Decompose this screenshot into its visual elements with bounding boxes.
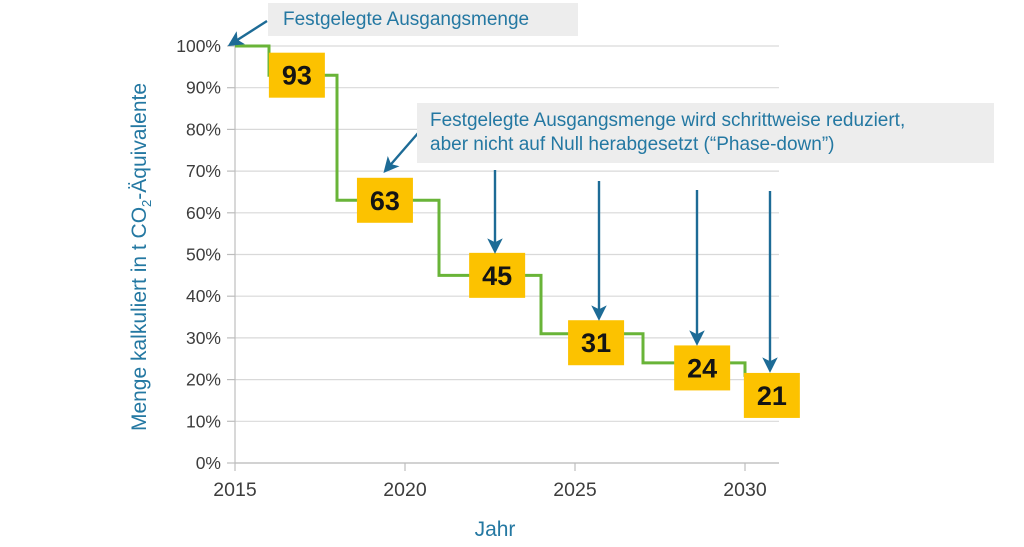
callout-starting-amount-text: Festgelegte Ausgangsmenge bbox=[283, 9, 530, 30]
x-tick-label: 2020 bbox=[383, 479, 427, 501]
x-tick-label: 2015 bbox=[213, 479, 257, 501]
y-tick-label: 60% bbox=[186, 203, 221, 223]
y-tick-label: 10% bbox=[186, 411, 221, 431]
value-box-31 bbox=[568, 320, 625, 366]
y-axis-title-subscript: 2 bbox=[139, 199, 155, 207]
value-box-93 bbox=[268, 52, 325, 98]
value-box-21 bbox=[743, 372, 800, 418]
callout-starting-amount: Festgelegte Ausgangsmenge bbox=[268, 3, 578, 36]
y-tick-label: 100% bbox=[176, 36, 221, 56]
y-tick-label: 20% bbox=[186, 370, 221, 390]
callout-phase-down-line1: Festgelegte Ausgangsmenge wird schrittwe… bbox=[430, 110, 906, 131]
y-tick-label: 80% bbox=[186, 119, 221, 139]
diagonal-arrow-1 bbox=[227, 19, 268, 47]
diagonal-arrow-2 bbox=[383, 131, 420, 173]
value-label-21: 21 bbox=[757, 381, 787, 411]
y-tick-label: 90% bbox=[186, 78, 221, 98]
value-label-45: 45 bbox=[482, 261, 512, 291]
value-label-31: 31 bbox=[581, 328, 611, 358]
callout-phase-down: Festgelegte Ausgangsmenge wird schrittwe… bbox=[417, 103, 994, 163]
value-box-24 bbox=[674, 345, 731, 391]
y-tick-label: 50% bbox=[186, 245, 221, 265]
y-tick-label: 30% bbox=[186, 328, 221, 348]
value-label-24: 24 bbox=[687, 353, 717, 383]
value-box-63 bbox=[356, 177, 413, 223]
y-axis-title-text-2: -Äquivalente bbox=[128, 82, 151, 200]
y-tick-label: 0% bbox=[196, 453, 221, 473]
x-axis-title: Jahr bbox=[474, 518, 516, 541]
y-axis-title-text: Menge kalkuliert in t CO bbox=[128, 206, 151, 432]
y-tick-label: 40% bbox=[186, 286, 221, 306]
x-tick-label: 2025 bbox=[553, 479, 597, 501]
y-tick-label: 70% bbox=[186, 161, 221, 181]
value-label-63: 63 bbox=[370, 186, 400, 216]
value-box-45 bbox=[469, 252, 526, 298]
x-tick-label: 2030 bbox=[723, 479, 767, 501]
value-label-93: 93 bbox=[282, 61, 312, 91]
callout-phase-down-line2: aber nicht auf Null herabgesetzt (“Phase… bbox=[430, 134, 835, 155]
y-axis-title: Menge kalkuliert in t CO2-Äquivalente bbox=[128, 37, 156, 477]
